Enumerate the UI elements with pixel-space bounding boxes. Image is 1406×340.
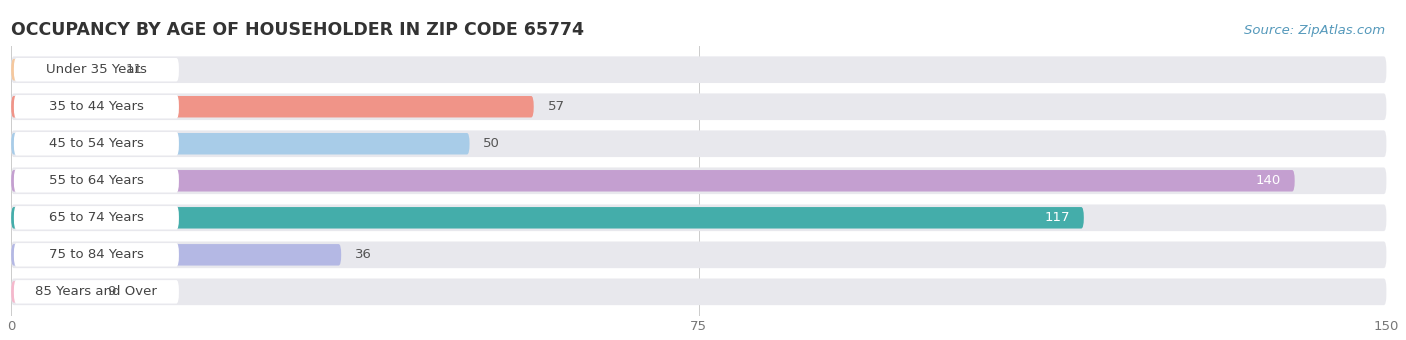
Text: 50: 50 [484, 137, 501, 150]
FancyBboxPatch shape [11, 131, 1386, 157]
Text: 35 to 44 Years: 35 to 44 Years [49, 100, 143, 113]
Text: 85 Years and Over: 85 Years and Over [35, 285, 157, 298]
FancyBboxPatch shape [11, 59, 112, 81]
Text: 11: 11 [125, 63, 143, 76]
FancyBboxPatch shape [14, 243, 179, 267]
FancyBboxPatch shape [11, 170, 1295, 191]
FancyBboxPatch shape [11, 94, 1386, 120]
Text: Under 35 Years: Under 35 Years [46, 63, 146, 76]
FancyBboxPatch shape [11, 167, 1386, 194]
FancyBboxPatch shape [14, 132, 179, 155]
Text: 9: 9 [107, 285, 115, 298]
FancyBboxPatch shape [14, 95, 179, 118]
FancyBboxPatch shape [11, 96, 534, 118]
FancyBboxPatch shape [14, 58, 179, 82]
Text: OCCUPANCY BY AGE OF HOUSEHOLDER IN ZIP CODE 65774: OCCUPANCY BY AGE OF HOUSEHOLDER IN ZIP C… [11, 20, 583, 38]
FancyBboxPatch shape [11, 244, 342, 266]
Text: 65 to 74 Years: 65 to 74 Years [49, 211, 143, 224]
Text: 36: 36 [354, 248, 371, 261]
FancyBboxPatch shape [14, 169, 179, 192]
FancyBboxPatch shape [11, 281, 94, 303]
FancyBboxPatch shape [14, 280, 179, 304]
FancyBboxPatch shape [11, 133, 470, 154]
FancyBboxPatch shape [11, 241, 1386, 268]
Text: 140: 140 [1256, 174, 1281, 187]
FancyBboxPatch shape [14, 206, 179, 230]
Text: 45 to 54 Years: 45 to 54 Years [49, 137, 143, 150]
Text: Source: ZipAtlas.com: Source: ZipAtlas.com [1244, 24, 1385, 37]
Text: 55 to 64 Years: 55 to 64 Years [49, 174, 143, 187]
Text: 75 to 84 Years: 75 to 84 Years [49, 248, 143, 261]
FancyBboxPatch shape [11, 204, 1386, 231]
Text: 117: 117 [1045, 211, 1070, 224]
Text: 57: 57 [547, 100, 564, 113]
FancyBboxPatch shape [11, 56, 1386, 83]
FancyBboxPatch shape [11, 278, 1386, 305]
FancyBboxPatch shape [11, 207, 1084, 228]
